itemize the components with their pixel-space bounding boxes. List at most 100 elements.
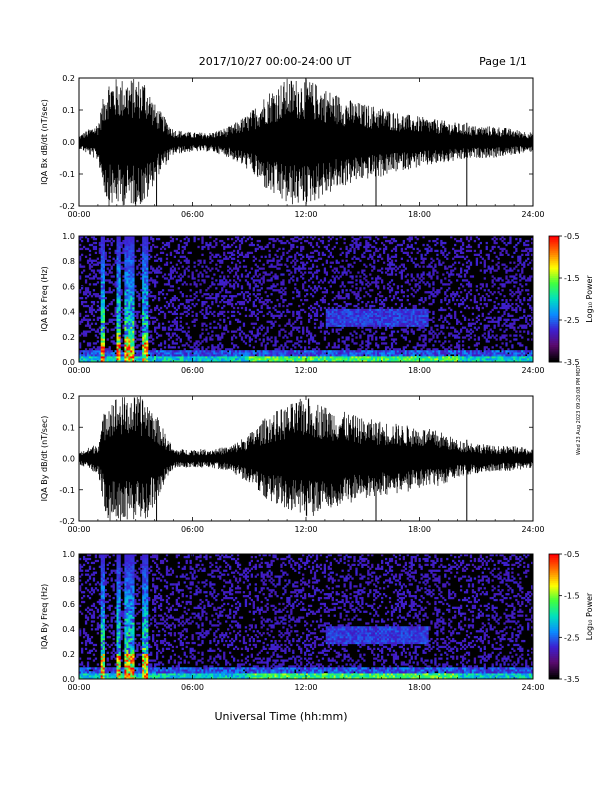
spectrogram-cell <box>146 265 149 268</box>
spectrogram-cell <box>339 275 342 278</box>
spectrogram-cell <box>349 243 352 247</box>
spectrogram-cell <box>426 316 429 319</box>
spectrogram-cell <box>88 249 92 253</box>
spectrogram-cell <box>345 302 348 306</box>
spectrogram-cell <box>400 312 404 316</box>
spectrogram-cell <box>379 336 382 339</box>
spectrogram-cell <box>345 360 348 363</box>
spectrogram-cell <box>333 245 336 249</box>
spectrogram-cell <box>79 346 82 349</box>
spectrogram-cell <box>100 344 103 347</box>
spectrogram-cell <box>331 324 334 327</box>
spectrogram-cell <box>254 285 257 288</box>
spectrogram-cell <box>136 310 139 314</box>
spectrogram-cell <box>422 243 425 247</box>
spectrogram-cell <box>262 350 265 353</box>
spectrogram-cell <box>321 236 325 239</box>
spectrogram-cell <box>274 289 277 292</box>
spectrogram-cell <box>325 312 329 316</box>
spectrogram-cell <box>367 344 370 347</box>
spectrogram-cell <box>367 281 370 284</box>
spectrogram-cell <box>187 261 190 264</box>
spectrogram-cell <box>154 320 157 323</box>
spectrogram-cell <box>236 283 240 286</box>
spectrogram-cell <box>120 265 123 268</box>
spectrogram-cell <box>157 334 161 337</box>
spectrogram-cell <box>424 316 427 319</box>
spectrogram-cell <box>278 360 281 363</box>
spectrogram-cell <box>126 320 129 323</box>
spectrogram-cell <box>161 289 165 292</box>
spectrogram-cell <box>327 320 330 323</box>
spectrogram-cell <box>191 314 194 318</box>
spectrogram-cell <box>404 281 407 284</box>
spectrogram-cell <box>388 334 392 337</box>
spectrogram-cell <box>268 249 271 253</box>
spectrogram-cell <box>154 279 157 282</box>
spectrogram-cell <box>268 360 271 363</box>
spectrogram-cell <box>201 322 204 325</box>
spectrogram-cell <box>219 324 222 327</box>
spectrogram-cell <box>169 350 173 353</box>
spectrogram-cell <box>313 352 317 355</box>
spectrogram-cell <box>274 354 277 357</box>
spectrogram-cell <box>375 360 378 363</box>
spectrogram-cell <box>230 285 234 288</box>
spectrogram-cell <box>116 285 119 288</box>
spectrogram-cell <box>361 356 364 359</box>
spectrogram-cell <box>365 354 368 357</box>
spectrogram-cell <box>124 324 127 327</box>
spectrogram-cell <box>313 302 317 306</box>
spectrogram-cell <box>154 281 157 284</box>
spectrogram-cell <box>250 314 253 318</box>
spectrogram-cell <box>357 324 360 327</box>
spectrogram-cell <box>126 281 129 284</box>
spectrogram-cell <box>331 346 334 349</box>
spectrogram-cell <box>124 350 127 353</box>
spectrogram-cell <box>406 354 409 357</box>
spectrogram-cell <box>325 261 329 264</box>
spectrogram-cell <box>363 310 366 314</box>
spectrogram-cell <box>102 293 105 296</box>
spectrogram-cell <box>191 302 194 306</box>
spectrogram-cell <box>242 354 246 357</box>
spectrogram-cell <box>311 245 315 249</box>
spectrogram-cell <box>418 308 421 312</box>
spectrogram-cell <box>280 328 283 331</box>
spectrogram-cell <box>321 239 325 243</box>
spectrogram-cell <box>116 237 119 241</box>
y-tick-label: 0.1 <box>62 106 75 115</box>
spectrogram-cell <box>144 308 147 312</box>
spectrogram-cell <box>290 348 293 351</box>
spectrogram-cell <box>116 273 119 276</box>
spectrogram-cell <box>329 285 332 288</box>
spectrogram-cell <box>282 352 285 355</box>
spectrogram-cell <box>436 352 439 355</box>
spectrogram-cell <box>357 360 360 363</box>
spectrogram-cell <box>345 318 348 321</box>
spectrogram-cell <box>313 291 317 294</box>
spectrogram-cell <box>270 271 273 274</box>
spectrogram-cell <box>390 249 394 253</box>
spectrogram-cell <box>201 273 204 276</box>
spectrogram-cell <box>124 310 127 314</box>
spectrogram-cell <box>329 350 332 353</box>
spectrogram-cell <box>246 255 250 258</box>
spectrogram-cell <box>144 267 147 270</box>
spectrogram-cell <box>230 356 234 359</box>
spectrogram-cell <box>205 358 208 361</box>
spectrogram-cell <box>100 293 103 296</box>
spectrogram-cell <box>199 289 202 292</box>
spectrogram-cell <box>306 330 309 333</box>
spectrogram-cell <box>203 302 206 306</box>
spectrogram-cell <box>406 245 409 249</box>
spectrogram-cell <box>215 297 218 300</box>
spectrogram-cell <box>203 352 206 355</box>
spectrogram-cell <box>394 239 398 243</box>
spectrogram-cell <box>430 350 433 353</box>
spectrogram-cell <box>114 281 117 284</box>
spectrogram-cell <box>375 312 378 316</box>
spectrogram-cell <box>321 291 325 294</box>
spectrogram-cell <box>232 310 236 314</box>
